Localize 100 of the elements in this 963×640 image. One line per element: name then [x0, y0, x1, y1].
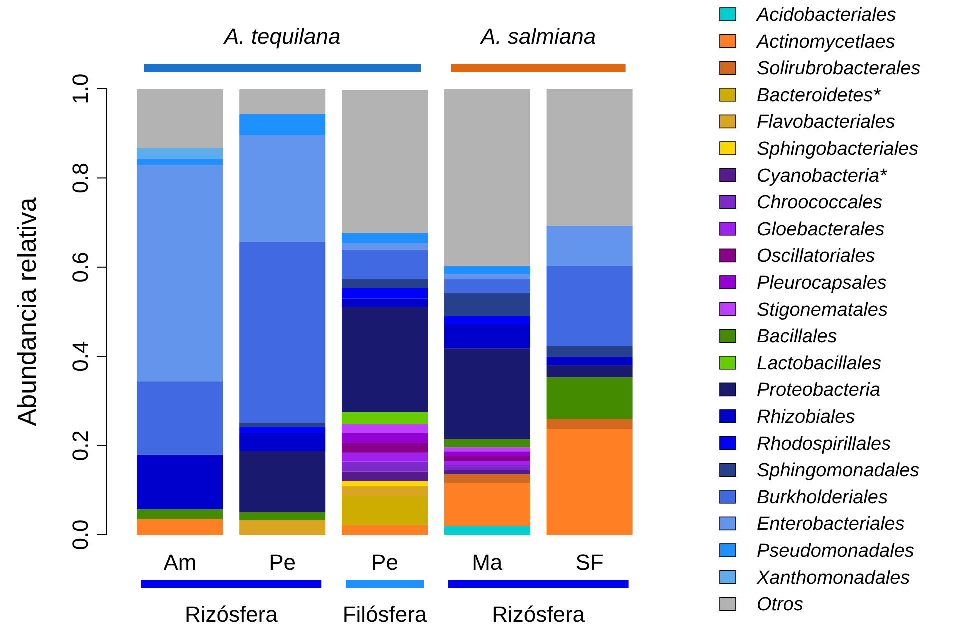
- legend-label: Rhodospirillales: [757, 434, 892, 455]
- legend-label: Otros: [757, 594, 804, 616]
- bar: [240, 114, 326, 136]
- bar: [342, 486, 428, 496]
- bar: [444, 470, 530, 474]
- legend-label: Pleurocapsales: [757, 273, 888, 294]
- bar: [240, 433, 326, 452]
- bar: [342, 443, 428, 453]
- bar: [444, 461, 530, 466]
- bar: [342, 279, 428, 288]
- y-tick-label: 0.0: [68, 520, 93, 550]
- bar: [137, 510, 224, 520]
- legend-label: Acidobacteriales: [756, 5, 897, 26]
- legend-label: Pseudomonadales: [757, 541, 915, 562]
- bar: [444, 324, 530, 349]
- legend-label: Bacteroidetes*: [757, 85, 882, 106]
- bar: [240, 135, 326, 242]
- legend-label: Sphingomonadales: [757, 460, 920, 482]
- legend-label: Xanthomonadales: [756, 568, 911, 589]
- bar: [342, 481, 428, 486]
- bar: [444, 279, 530, 294]
- bar: [342, 433, 428, 444]
- bar: [444, 465, 530, 470]
- bar: [240, 428, 326, 434]
- bar: [444, 348, 530, 440]
- bar: [444, 316, 530, 324]
- x-tick-label: Am: [164, 550, 197, 575]
- x-tick-label: Pe: [269, 550, 296, 575]
- bar: [444, 89, 530, 267]
- bar: [342, 298, 428, 308]
- x-tick-label: Ma: [472, 550, 504, 575]
- bar: [240, 242, 326, 423]
- y-tick-label: 0.8: [68, 162, 93, 194]
- legend-label: Cyanobacteria*: [757, 166, 888, 187]
- legend-label: Proteobacteria: [757, 380, 881, 402]
- bar: [444, 293, 530, 316]
- bar: [546, 89, 633, 226]
- bar: [137, 148, 224, 160]
- legend-label: Gloebacterales: [757, 219, 886, 240]
- bar: [444, 266, 530, 275]
- bar: [342, 307, 428, 412]
- legend-label: Sphingobacteriales: [757, 139, 920, 160]
- legend-label: Flavobacteriales: [757, 112, 896, 134]
- bar: [137, 165, 224, 382]
- legend-label: Bacillales: [757, 326, 838, 348]
- bar: [546, 266, 633, 346]
- y-tick-label: 0.2: [68, 430, 93, 462]
- bar: [240, 512, 326, 520]
- bar: [546, 378, 633, 420]
- bar: [137, 89, 224, 148]
- bar: [444, 526, 530, 535]
- bar: [342, 288, 428, 299]
- y-axis-title: Abundancia relativa: [12, 197, 42, 426]
- bar: [444, 452, 530, 457]
- bar: [342, 412, 428, 424]
- bar: [444, 274, 530, 280]
- bar: [240, 422, 326, 428]
- bar: [546, 346, 633, 358]
- text: Rizósfera: [492, 602, 586, 627]
- text: Rizósfera: [184, 602, 279, 627]
- bar: [240, 89, 326, 114]
- legend-label: Actinomycetlaes: [756, 32, 896, 53]
- bar: [342, 525, 428, 535]
- bar: [342, 424, 428, 434]
- bar: [444, 483, 530, 526]
- bar: [546, 357, 633, 366]
- bar: [342, 452, 428, 462]
- y-tick-label: 1.0: [68, 74, 93, 104]
- legend-label: Burkholderiales: [757, 487, 888, 508]
- bar: [546, 429, 633, 535]
- bar: [240, 520, 326, 535]
- bar: [137, 159, 224, 166]
- bar: [137, 519, 224, 535]
- legend-label: Solirubrobacterales: [757, 58, 922, 80]
- bar: [342, 472, 428, 482]
- bar: [546, 419, 633, 430]
- bar: [137, 382, 224, 455]
- bar: [342, 234, 428, 244]
- bar: [444, 474, 530, 484]
- y-tick-label: 0.6: [68, 252, 93, 283]
- bar: [444, 456, 530, 462]
- y-tick-label: 0.4: [68, 341, 93, 372]
- bar: [342, 90, 428, 234]
- bar: [342, 250, 428, 280]
- legend-label: Oscillatoriales: [757, 246, 876, 268]
- bar: [444, 440, 530, 448]
- text: Filósfera: [342, 602, 428, 627]
- bar: [444, 448, 530, 452]
- legend-label: Chroococcales: [757, 192, 884, 214]
- legend-label: Rhizobiales: [757, 407, 856, 428]
- legend-label: Stigonematales: [757, 300, 888, 321]
- bar: [342, 462, 428, 472]
- x-tick-label: Pe: [372, 550, 398, 575]
- text: A. salmiana: [479, 24, 596, 49]
- legend-label: Enterobacteriales: [757, 514, 906, 536]
- legend-label: Lactobacillales: [757, 353, 882, 374]
- bar: [546, 226, 633, 266]
- x-tick-label: SF: [576, 550, 604, 575]
- bar: [342, 243, 428, 250]
- bar: [137, 454, 224, 510]
